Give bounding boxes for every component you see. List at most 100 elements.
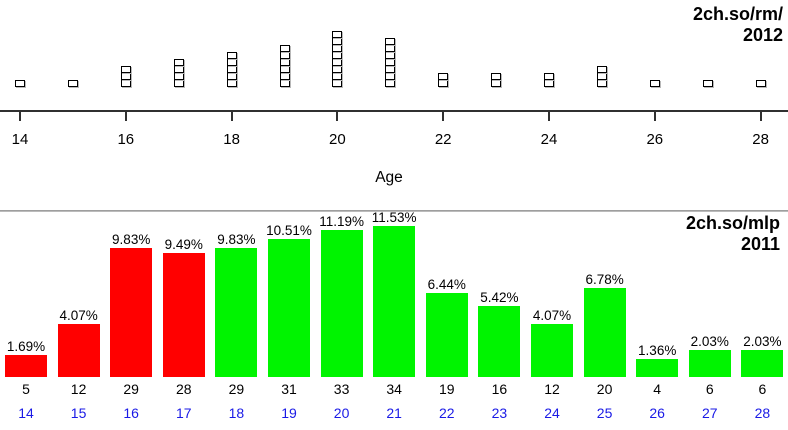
x-axis-tick-label-22: 22 [434, 131, 452, 148]
bar-percent-label-18: 9.83% [217, 232, 256, 248]
x-axis-tick-label-20: 20 [329, 131, 346, 148]
bar-x-age-label-28: 28 [754, 405, 771, 421]
bar-percent-label-26: 1.36% [638, 343, 677, 359]
dot-square-icon [226, 66, 237, 73]
bar-count-label-21: 34 [386, 381, 402, 397]
x-axis-tick-label-18: 18 [223, 131, 240, 148]
dot-square-icon [173, 73, 184, 80]
dot-square-icon [279, 66, 290, 73]
dot-square-icon [596, 66, 607, 73]
bar-count-label-15: 12 [70, 381, 87, 397]
bar-count-label-17: 28 [176, 381, 192, 397]
dot-square-icon [226, 52, 237, 59]
dot-square-icon [544, 80, 554, 87]
dot-square-icon [226, 80, 237, 87]
dot-square-icon [120, 66, 131, 73]
age-dotplot-panel: 2ch.so/rm/ 2012 14 16 18 20 22 24 26 28 Age [0, 0, 788, 210]
bar-age-23 [478, 305, 521, 377]
dot-square-icon [649, 80, 660, 87]
bar-age-24 [531, 323, 573, 377]
bar-percent-label-21: 11.53% [371, 209, 417, 225]
bar-age-19 [268, 239, 310, 377]
bar-x-age-label-26: 26 [649, 405, 665, 421]
x-axis-line [0, 110, 788, 112]
bar-count-label-22: 19 [439, 381, 455, 397]
x-axis-tick-28 [759, 112, 762, 121]
bar-percent-label-25: 6.78% [585, 272, 624, 288]
bar-x-age-label-14: 14 [18, 405, 34, 421]
x-axis-title: Age [375, 169, 403, 186]
dot-square-icon [332, 31, 343, 38]
bar-x-age-label-16: 16 [123, 405, 139, 421]
bar-count-label-27: 6 [705, 381, 714, 397]
top-watermark: 2ch.so/rm/ 2012 [693, 4, 783, 46]
dot-square-icon [755, 80, 766, 87]
bar-percent-label-20: 11.19% [319, 214, 364, 230]
dot-square-icon [173, 59, 184, 66]
dot-square-icon [385, 80, 396, 87]
bar-percent-label-23: 5.42% [480, 289, 519, 305]
bar-count-label-18: 29 [228, 381, 245, 397]
x-axis-tick-20 [336, 112, 339, 121]
bar-percent-label-28: 2.03% [743, 334, 782, 350]
bar-count-label-23: 16 [491, 381, 508, 397]
bottom-watermark-line1: 2ch.so/mlp [685, 213, 780, 233]
dot-square-icon [120, 73, 131, 80]
dot-square-icon [279, 45, 290, 52]
x-axis-tick-16 [124, 112, 127, 121]
dot-square-icon [385, 38, 396, 45]
x-axis-tick-18 [230, 112, 233, 121]
bar-x-age-label-19: 19 [281, 405, 297, 421]
bar-percent-label-14: 1.69% [6, 338, 46, 354]
bar-age-28 [741, 350, 784, 377]
dot-square-icon [173, 66, 184, 73]
x-axis-tick-label-14: 14 [11, 131, 29, 148]
dot-square-icon [226, 73, 237, 80]
panel-separator-line [0, 210, 788, 212]
x-axis-tick-24 [548, 112, 550, 121]
x-axis-tick-22 [442, 112, 445, 121]
top-watermark-line1: 2ch.so/rm/ [692, 4, 783, 24]
bar-count-label-24: 12 [544, 381, 560, 397]
bottom-watermark-line2: 2011 [740, 234, 780, 254]
dot-square-icon [596, 80, 607, 87]
age-barchart-panel: 2ch.so/mlp 2011 1.69% 5 14 4.07% 12 15 9.83% 29… [0, 210, 788, 430]
bar-age-17 [162, 252, 205, 377]
bar-x-age-label-23: 23 [491, 405, 508, 421]
dot-square-icon [544, 73, 554, 80]
bar-count-label-25: 20 [596, 381, 613, 397]
bar-percent-label-19: 10.51% [266, 223, 312, 239]
bar-age-25 [583, 288, 626, 377]
bottom-watermark: 2ch.so/mlp 2011 [686, 213, 780, 255]
dot-square-icon [279, 80, 290, 87]
bar-age-22 [425, 292, 468, 377]
bar-x-age-label-17: 17 [176, 405, 192, 421]
bar-x-age-label-15: 15 [70, 405, 87, 421]
dot-square-icon [279, 52, 290, 59]
top-watermark-line2: 2012 [742, 25, 783, 45]
dot-square-icon [385, 45, 396, 52]
bar-count-label-14: 5 [22, 381, 30, 397]
bar-age-26 [636, 359, 679, 377]
dot-square-icon [332, 73, 343, 80]
dot-square-icon [438, 73, 449, 80]
dot-square-icon [15, 80, 25, 87]
bar-x-age-label-24: 24 [544, 405, 560, 421]
x-axis-tick-26 [653, 112, 656, 121]
dot-square-icon [67, 80, 78, 87]
bar-percent-label-16: 9.83% [112, 232, 151, 248]
dot-square-icon [702, 80, 713, 87]
x-axis-tick-label-16: 16 [117, 131, 135, 148]
bar-count-label-16: 29 [123, 381, 139, 397]
bar-x-age-label-18: 18 [228, 405, 245, 421]
x-axis-tick-label-24: 24 [540, 131, 558, 148]
dot-square-icon [596, 73, 607, 80]
bar-age-14 [5, 354, 47, 377]
bar-percent-label-27: 2.03% [690, 334, 729, 350]
bar-x-age-label-25: 25 [596, 405, 613, 421]
bar-age-20 [320, 230, 363, 377]
dot-square-icon [226, 59, 237, 66]
bar-age-16 [110, 248, 153, 377]
bar-age-21 [373, 225, 416, 377]
dot-square-icon [491, 80, 502, 87]
